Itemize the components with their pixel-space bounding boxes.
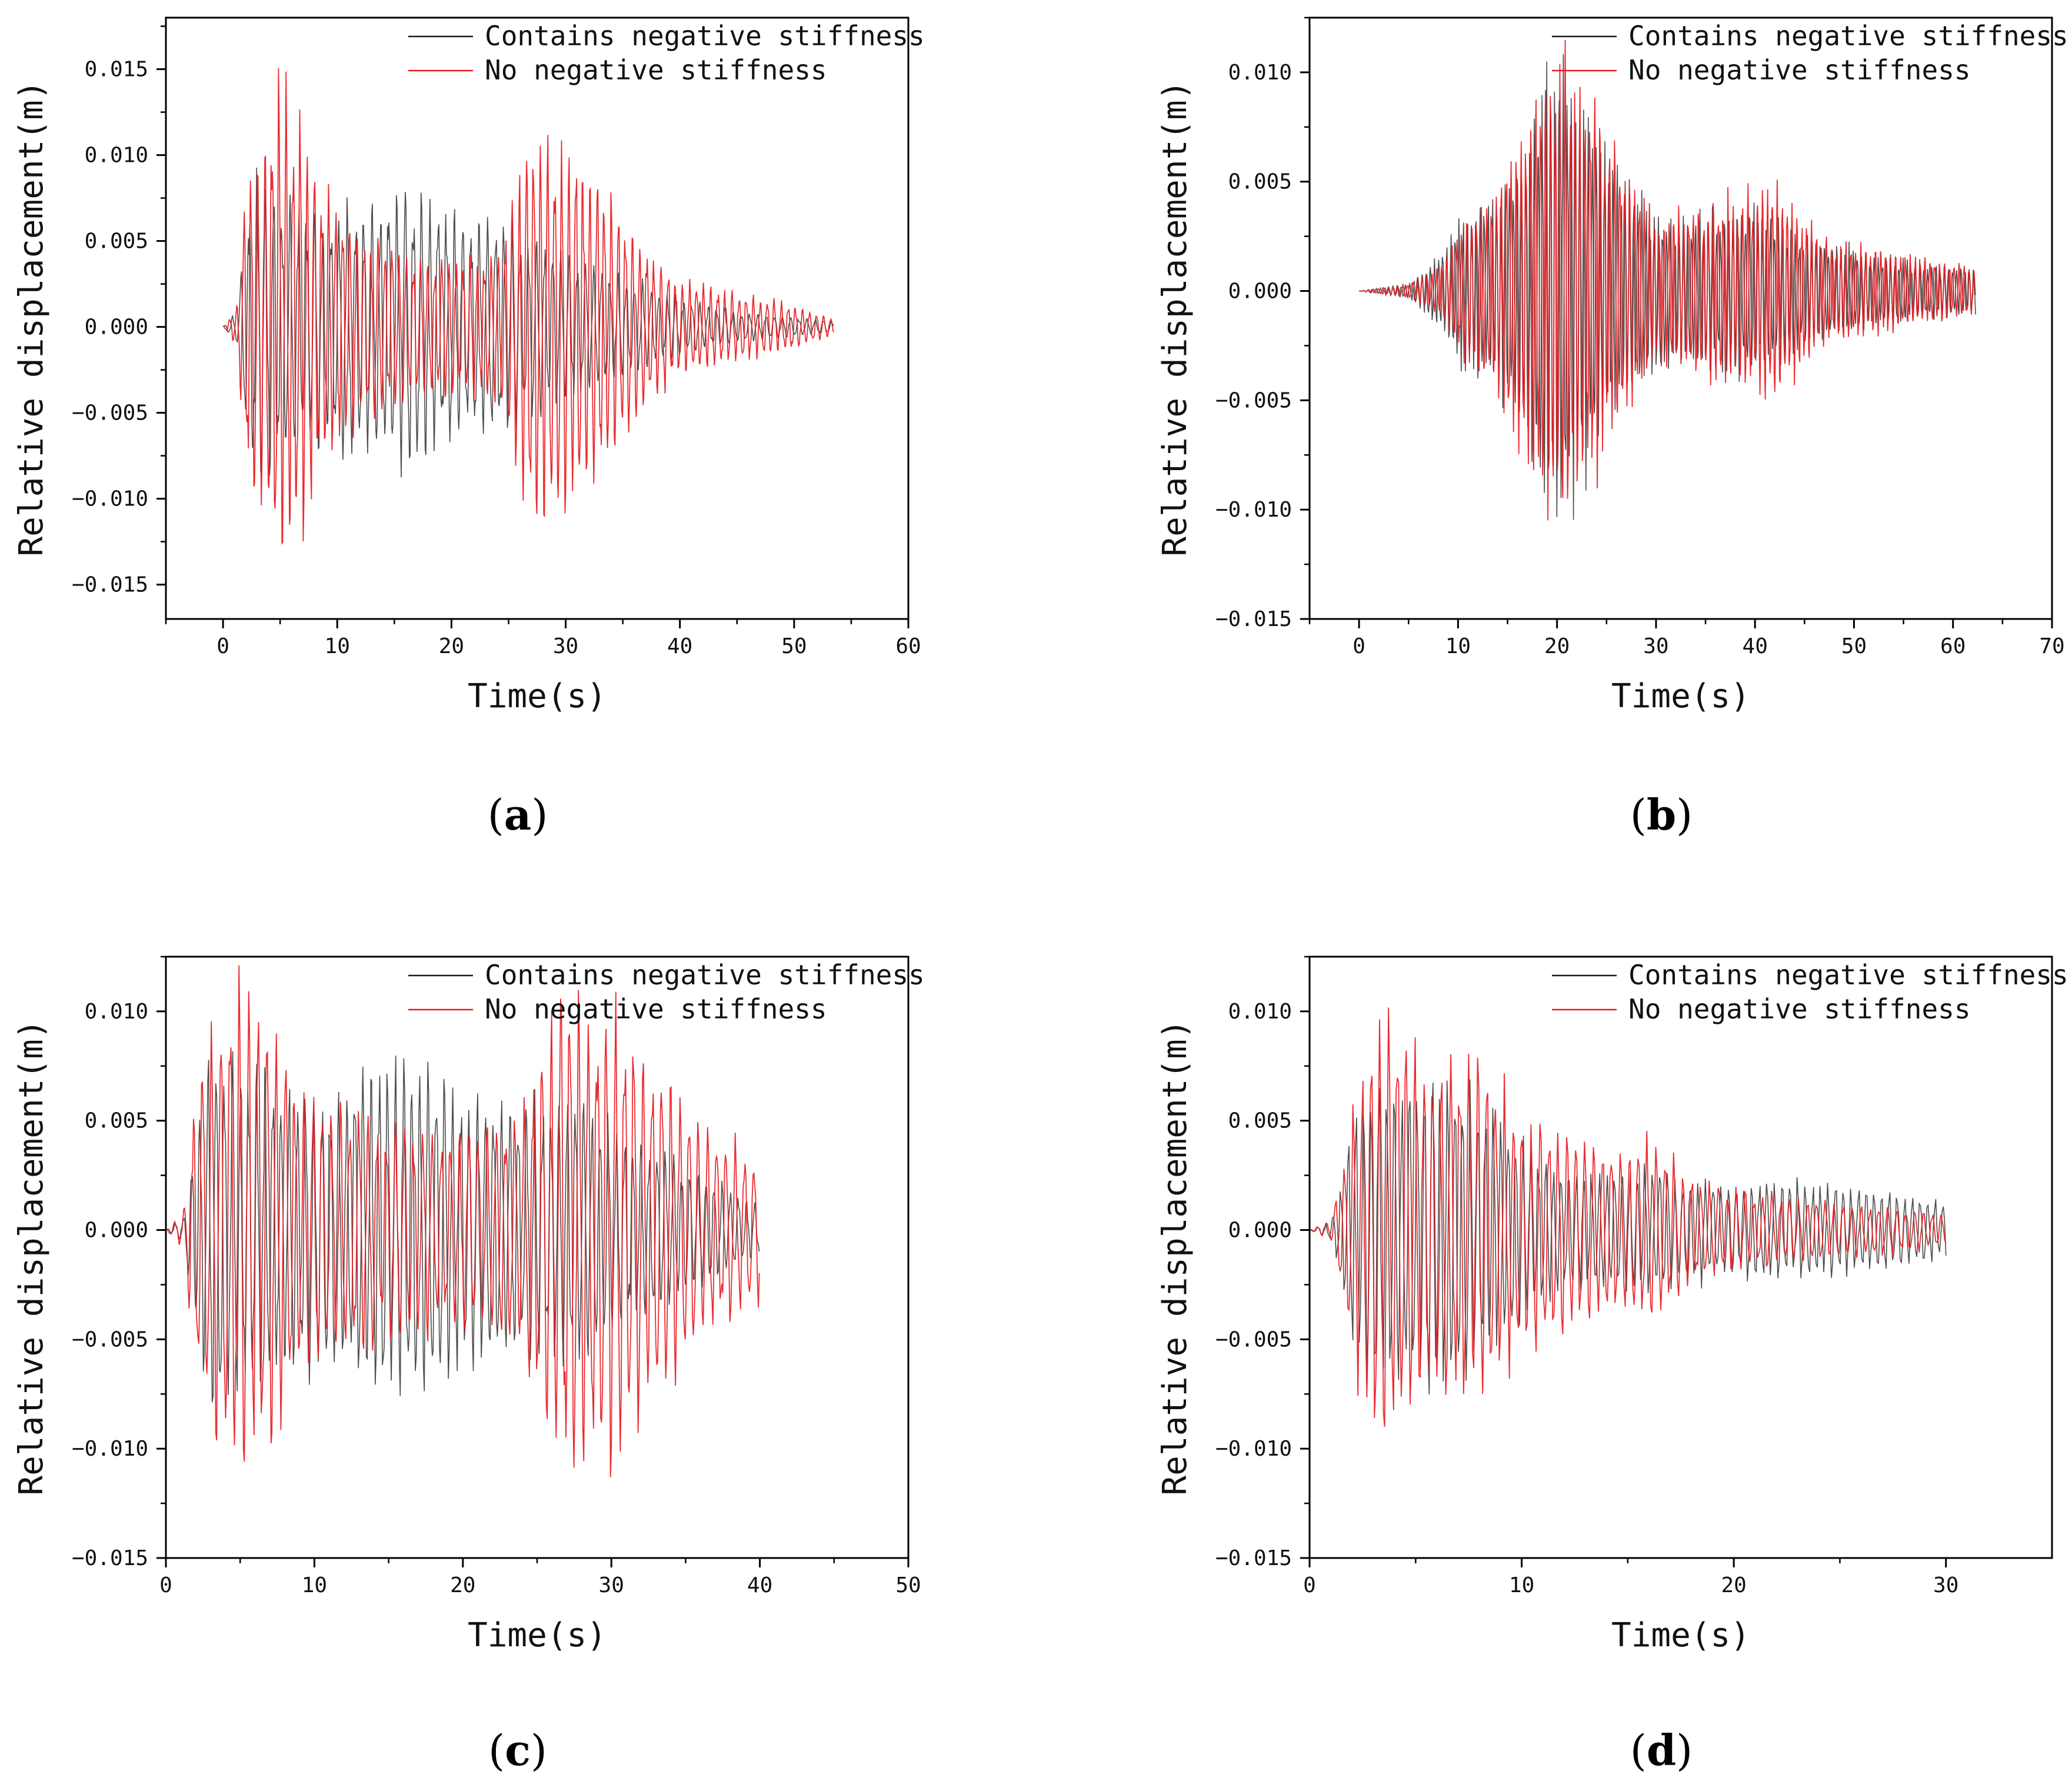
plot-frame (165, 16, 910, 620)
x-tick-label: 50 (781, 634, 807, 658)
y-tick-label: −0.005 (72, 1327, 148, 1351)
x-tick-label: 10 (1445, 634, 1471, 658)
y-tick-label: 0.000 (1228, 1219, 1292, 1243)
x-tick-label: 40 (1743, 634, 1768, 658)
y-axis-title: Relative displacement(m) (1156, 1019, 1194, 1495)
y-tick-label: −0.015 (72, 573, 148, 597)
x-axis-title: Time(s) (1611, 1616, 1750, 1655)
legend-label: Contains negative stiffness (485, 959, 925, 991)
series-line-a-contains-negative-stiffness (222, 167, 834, 478)
y-tick-label: 0.010 (85, 144, 148, 168)
chart-panel-c: 0 10 20 30 40 50 −0.015 −0.010 −0.005 0.000 0.005 0… (12, 956, 925, 1775)
y-tick-label: −0.010 (1215, 1437, 1292, 1461)
x-tick-label: 30 (1643, 634, 1668, 658)
x-tick-label: 0 (216, 634, 229, 658)
x-tick-label: 20 (1721, 1573, 1746, 1597)
legend-label: No negative stiffness (485, 993, 827, 1025)
plot-frame (1308, 956, 2053, 1559)
y-tick-label: 0.010 (85, 1000, 148, 1024)
x-tick-label: 30 (599, 1573, 624, 1597)
series-line-c-contains-negative-stiffness (166, 1051, 760, 1403)
series-line-d-no-negative-stiffness (1310, 1007, 1947, 1427)
x-tick-label: 40 (747, 1573, 772, 1597)
series-line-c-no-negative-stiffness (166, 965, 760, 1477)
legend-label: No negative stiffness (1628, 54, 1971, 86)
chart-panel-a: 0 10 20 30 40 50 60 −0.015 −0.010 −0.005 0.000 0.00… (12, 16, 925, 840)
x-tick-label: 30 (553, 634, 578, 658)
x-tick-label: 20 (1544, 634, 1570, 658)
y-tick-label: 0.000 (85, 1219, 148, 1243)
y-tick-label: −0.005 (1215, 1327, 1292, 1351)
series-line-a-no-negative-stiffness (222, 68, 834, 545)
panel-caption: (d) (1630, 1725, 1693, 1775)
legend-label: No negative stiffness (1628, 993, 1971, 1025)
x-tick-label: 10 (1509, 1573, 1534, 1597)
y-tick-label: 0.010 (1228, 61, 1292, 85)
x-tick-label: 60 (895, 634, 921, 658)
x-tick-label: 20 (450, 1573, 475, 1597)
x-tick-label: 0 (1353, 634, 1365, 658)
x-tick-label: 10 (325, 634, 350, 658)
x-tick-label: 0 (1303, 1573, 1316, 1597)
plot-frame (1308, 16, 2053, 620)
y-tick-label: 0.005 (1228, 170, 1292, 194)
legend-label: No negative stiffness (485, 54, 827, 86)
legend-label: Contains negative stiffness (1628, 20, 2068, 52)
y-tick-label: −0.010 (1215, 498, 1292, 522)
x-tick-label: 20 (439, 634, 464, 658)
x-axis-title: Time(s) (468, 1616, 607, 1655)
y-axis-title: Relative displacement(m) (12, 1019, 51, 1495)
x-tick-label: 50 (1841, 634, 1867, 658)
panel-caption: (b) (1630, 790, 1693, 840)
y-tick-label: −0.015 (1215, 1546, 1292, 1570)
y-tick-label: 0.015 (85, 58, 148, 82)
x-tick-label: 60 (1940, 634, 1966, 658)
y-tick-label: −0.005 (72, 401, 148, 425)
series-line-b-no-negative-stiffness (1359, 39, 1976, 521)
x-tick-label: 30 (1933, 1573, 1958, 1597)
x-tick-label: 10 (302, 1573, 327, 1597)
y-tick-label: −0.015 (72, 1546, 148, 1570)
x-axis-title: Time(s) (1611, 677, 1750, 715)
y-axis-title: Relative displacement(m) (12, 80, 51, 556)
x-tick-label: 0 (159, 1573, 172, 1597)
x-tick-label: 40 (667, 634, 692, 658)
y-tick-label: −0.010 (72, 1437, 148, 1461)
legend-label: Contains negative stiffness (1628, 959, 2068, 991)
y-tick-label: 0.010 (1228, 1000, 1292, 1024)
chart-panel-b: 0 10 20 30 40 50 60 70 −0.015 −0.010 −0.005 0.000 0.… (1156, 16, 2068, 840)
y-tick-label: 0.005 (85, 229, 148, 254)
series-line-d-contains-negative-stiffness (1310, 1079, 1947, 1394)
y-axis-title: Relative displacement(m) (1156, 80, 1194, 556)
y-tick-label: −0.010 (72, 487, 148, 511)
y-tick-label: −0.015 (1215, 607, 1292, 631)
x-tick-label: 70 (2039, 634, 2064, 658)
x-axis-title: Time(s) (468, 677, 607, 715)
x-tick-label: 50 (895, 1573, 921, 1597)
y-tick-label: 0.000 (1228, 279, 1292, 304)
y-tick-label: 0.005 (85, 1109, 148, 1133)
y-tick-label: 0.000 (85, 315, 148, 339)
y-tick-label: −0.005 (1215, 388, 1292, 412)
panel-caption: (a) (488, 790, 548, 840)
panel-caption: (c) (488, 1725, 547, 1775)
chart-panel-d: 0 10 20 30 −0.015 −0.010 −0.005 0.000 0.005 0.010… (1156, 956, 2068, 1775)
legend-label: Contains negative stiffness (485, 20, 925, 52)
y-tick-label: 0.005 (1228, 1109, 1292, 1133)
